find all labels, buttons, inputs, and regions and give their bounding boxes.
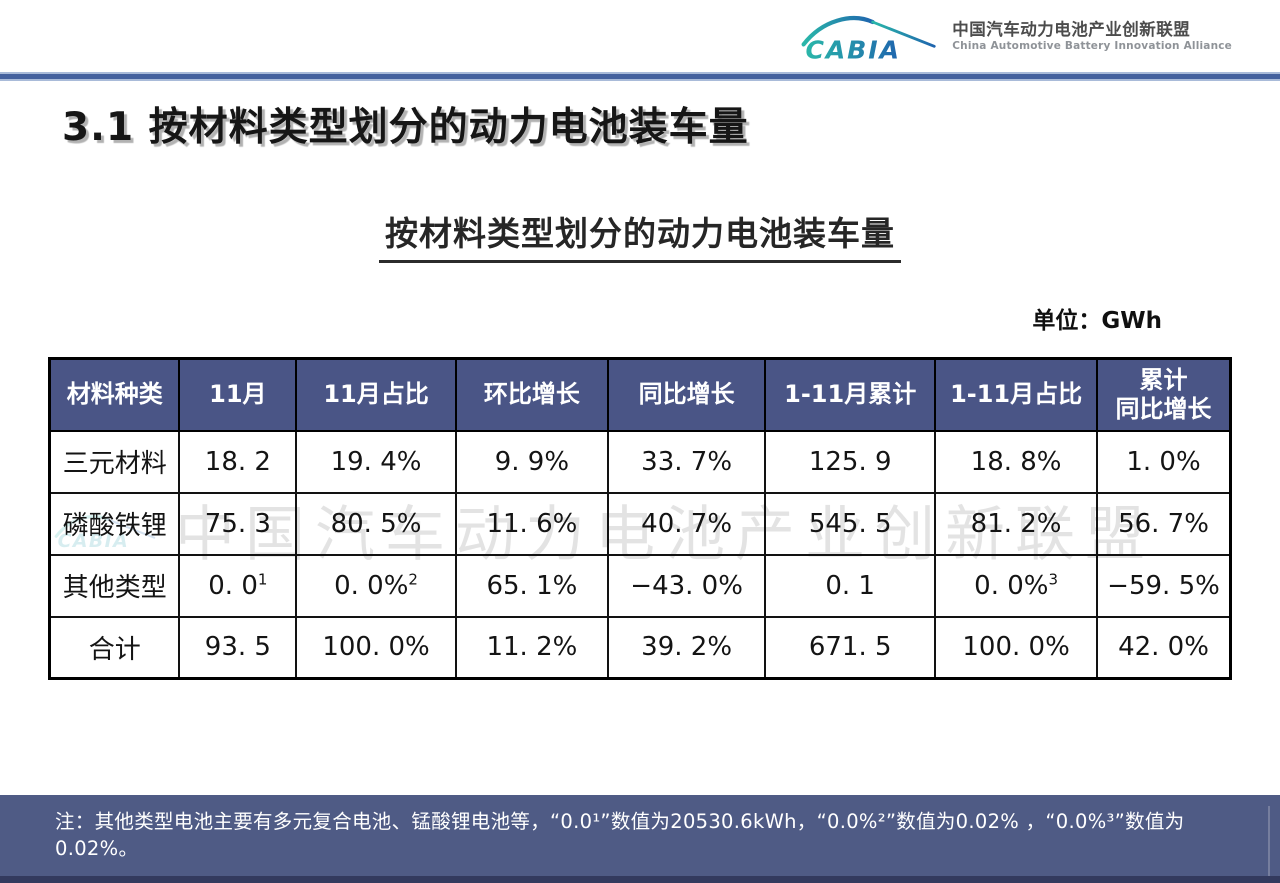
unit-label: 单位：GWh xyxy=(1032,308,1162,334)
row-label: 合计 xyxy=(48,615,181,680)
note-bar: 注：其他类型电池主要有多元复合电池、锰酸锂电池等，“0.0¹”数值为20530.… xyxy=(0,795,1280,876)
table-cell: 80. 5% xyxy=(295,491,457,556)
page-title: 3.1 按材料类型划分的动力电池装车量 xyxy=(62,105,749,150)
table-cell: 1. 0% xyxy=(1096,429,1232,494)
table-header-row: 材料种类 11月 11月占比 环比增长 同比增长 1-11月累计 1-11月占比 累计 同比增… xyxy=(48,357,1232,432)
table-cell: 40. 7% xyxy=(607,491,767,556)
table-cell: 9. 9% xyxy=(454,429,610,494)
logo-wordmark: CABIA xyxy=(806,35,901,64)
column-header: 同比增长 xyxy=(607,357,767,432)
table-cell: −59. 5% xyxy=(1096,553,1232,618)
table-row: 合计 93. 5 100. 0% 11. 2% 39. 2% 671. 5 100. 0% 4… xyxy=(48,615,1232,680)
row-label: 磷酸铁锂 xyxy=(48,491,181,556)
data-table: 材料种类 11月 11月占比 环比增长 同比增长 1-11月累计 1-11月占比 累计 同比增… xyxy=(48,357,1232,680)
column-header: 11月 xyxy=(178,357,298,432)
note-text: 注：其他类型电池主要有多元复合电池、锰酸锂电池等，“0.0¹”数值为20530.… xyxy=(55,810,1185,861)
table-cell: 671. 5 xyxy=(764,615,937,680)
row-label: 其他类型 xyxy=(48,553,181,618)
table-cell: 42. 0% xyxy=(1096,615,1232,680)
column-header: 环比增长 xyxy=(454,357,610,432)
cabia-logo-icon: CABIA xyxy=(801,16,936,64)
table-cell: 18. 2 xyxy=(178,429,298,494)
logo-en-name: China Automotive Battery Innovation Alli… xyxy=(952,40,1232,53)
column-header: 累计 同比增长 xyxy=(1096,357,1232,432)
table-cell: 11. 6% xyxy=(454,491,610,556)
column-header: 1-11月累计 xyxy=(764,357,937,432)
row-label: 三元材料 xyxy=(48,429,181,494)
table-row: 磷酸铁锂 75. 3 80. 5% 11. 6% 40. 7% 545. 5 81. 2% 5… xyxy=(48,491,1232,556)
table-cell: 11. 2% xyxy=(454,615,610,680)
table-cell: 56. 7% xyxy=(1096,491,1232,556)
table-cell: 545. 5 xyxy=(764,491,937,556)
column-header: 材料种类 xyxy=(48,357,181,432)
table-row: 其他类型 0. 01 0. 0%2 65. 1% −43. 0% 0. 1 0. 0%3 −5… xyxy=(48,553,1232,618)
table-cell: 125. 9 xyxy=(764,429,937,494)
table-cell: 65. 1% xyxy=(454,553,610,618)
table-cell: 33. 7% xyxy=(607,429,767,494)
slide-edge-line xyxy=(1268,806,1270,876)
table-cell: −43. 0% xyxy=(607,553,767,618)
table-cell: 100. 0% xyxy=(934,615,1098,680)
logo-cn-name: 中国汽车动力电池产业创新联盟 xyxy=(952,19,1191,39)
table-cell: 100. 0% xyxy=(295,615,457,680)
column-header: 1-11月占比 xyxy=(934,357,1098,432)
column-header: 11月占比 xyxy=(295,357,457,432)
table-cell: 81. 2% xyxy=(934,491,1098,556)
table-cell: 19. 4% xyxy=(295,429,457,494)
header-logo: CABIA 中国汽车动力电池产业创新联盟 China Automotive Ba… xyxy=(798,6,1232,66)
table-cell: 93. 5 xyxy=(178,615,298,680)
table-cell: 0. 01 xyxy=(178,553,298,618)
table-title: 按材料类型划分的动力电池装车量 xyxy=(379,207,901,263)
bottom-strip xyxy=(0,876,1280,883)
table-cell: 18. 8% xyxy=(934,429,1098,494)
table-cell: 39. 2% xyxy=(607,615,767,680)
table-row: 三元材料 18. 2 19. 4% 9. 9% 33. 7% 125. 9 18. 8% 1.… xyxy=(48,429,1232,494)
table-cell: 0. 1 xyxy=(764,553,937,618)
table-cell: 0. 0%3 xyxy=(934,553,1098,618)
table-cell: 75. 3 xyxy=(178,491,298,556)
header-divider xyxy=(0,72,1280,81)
table-cell: 0. 0%2 xyxy=(295,553,457,618)
